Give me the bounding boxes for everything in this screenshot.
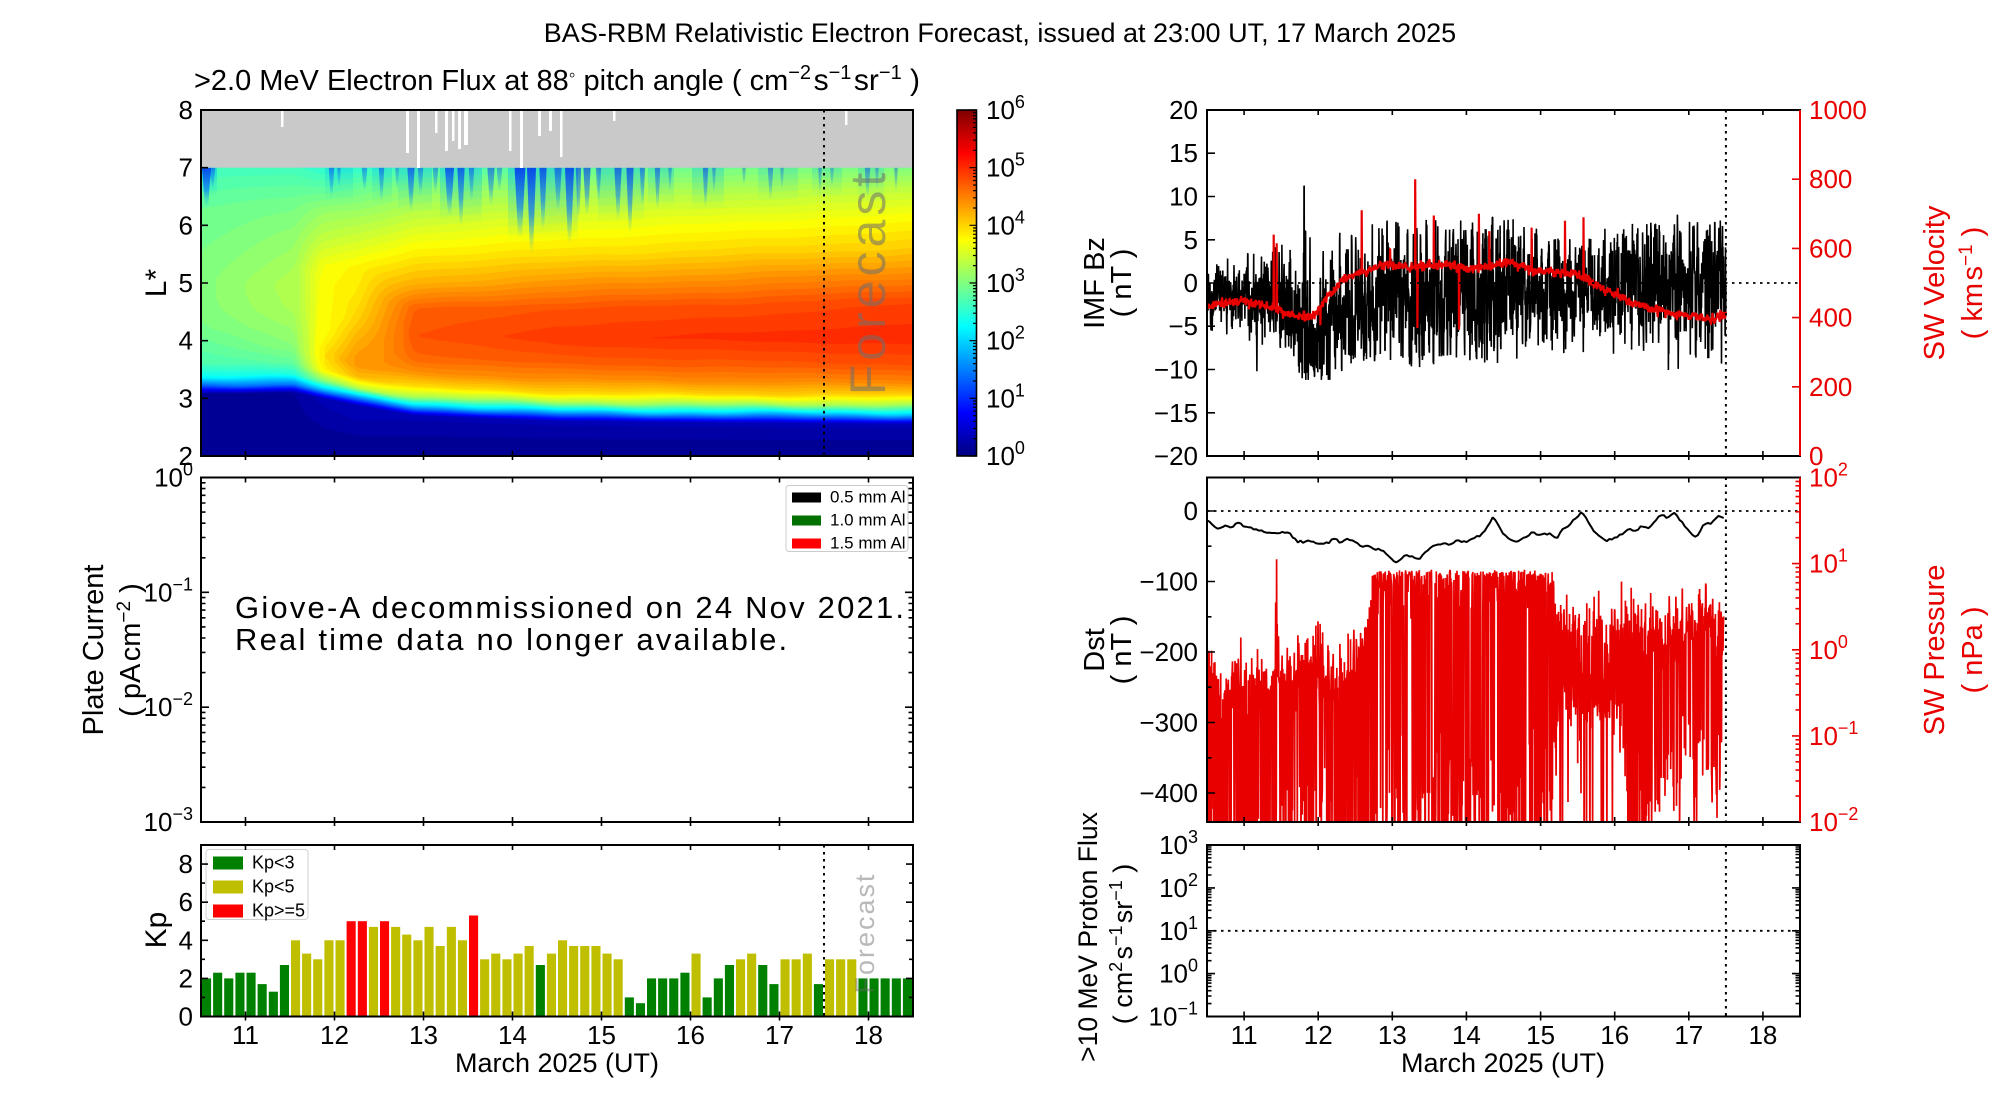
svg-text:1.0 mm Al: 1.0 mm Al [830,511,906,530]
svg-text:106: 106 [986,92,1025,125]
svg-text:1000: 1000 [1809,95,1867,125]
svg-text:6: 6 [179,887,193,917]
svg-text:0: 0 [1184,268,1198,298]
svg-text:1.5 mm Al: 1.5 mm Al [830,534,906,553]
svg-text:102: 102 [986,323,1025,356]
svg-text:−200: −200 [1139,637,1198,667]
svg-text:Kp: Kp [140,912,173,949]
svg-text:Real time data no longer avail: Real time data no longer available. [235,622,789,657]
svg-text:0: 0 [1809,441,1823,471]
svg-text:( pA cm−2 ): ( pA cm−2 ) [114,583,147,717]
svg-text:>2.0 MeV Electron Flux at 88◦: >2.0 MeV Electron Flux at 88◦ pitch angl… [194,62,920,97]
svg-text:10−3: 10−3 [144,804,193,837]
svg-text:4: 4 [179,326,193,356]
svg-text:14: 14 [1452,1020,1481,1050]
svg-text:800: 800 [1809,164,1852,194]
svg-text:( nT ): ( nT ) [1106,249,1138,318]
svg-text:( km s−1 ): ( km s−1 ) [1956,227,1989,340]
svg-text:13: 13 [1378,1020,1407,1050]
svg-text:Kp<3: Kp<3 [252,853,295,873]
svg-text:5: 5 [179,268,193,298]
svg-text:16: 16 [1600,1020,1629,1050]
svg-text:3: 3 [179,383,193,413]
svg-text:15: 15 [587,1020,616,1050]
svg-text:Dst: Dst [1079,628,1111,672]
svg-text:0: 0 [1184,496,1198,526]
svg-text:12: 12 [1304,1020,1333,1050]
svg-text:200: 200 [1809,372,1852,402]
svg-text:8: 8 [179,95,193,125]
svg-text:−400: −400 [1139,778,1198,808]
svg-text:−300: −300 [1139,708,1198,738]
svg-text:11: 11 [1231,1020,1258,1050]
svg-text:−5: −5 [1168,311,1198,341]
svg-text:13: 13 [409,1020,438,1050]
svg-text:101: 101 [1809,546,1848,579]
svg-text:( nT ): ( nT ) [1106,616,1138,685]
svg-text:IMF Bz: IMF Bz [1079,237,1111,329]
svg-text:March 2025 (UT): March 2025 (UT) [455,1048,659,1078]
svg-text:17: 17 [1674,1020,1703,1050]
svg-text:−100: −100 [1139,567,1198,597]
svg-text:600: 600 [1809,233,1852,263]
svg-text:>10 MeV Proton Flux: >10 MeV Proton Flux [1073,812,1103,1062]
svg-text:10−1: 10−1 [1809,718,1858,751]
svg-text:5: 5 [1184,225,1198,255]
svg-text:SW Velocity: SW Velocity [1919,205,1951,360]
svg-text:4: 4 [179,925,193,955]
svg-text:11: 11 [232,1020,259,1050]
svg-text:10−2: 10−2 [144,689,193,722]
svg-text:Forecast: Forecast [850,872,880,993]
svg-text:10: 10 [1169,182,1198,212]
svg-text:20: 20 [1169,95,1198,125]
svg-text:Forecast: Forecast [840,169,896,396]
svg-text:103: 103 [986,265,1025,298]
svg-text:17: 17 [765,1020,794,1050]
svg-text:−15: −15 [1154,398,1198,428]
svg-text:0.5 mm Al: 0.5 mm Al [830,488,906,507]
svg-text:10−1: 10−1 [1149,999,1198,1032]
svg-text:103: 103 [1159,827,1198,860]
svg-text:101: 101 [1159,913,1198,946]
svg-text:2: 2 [179,963,193,993]
svg-text:18: 18 [854,1020,883,1050]
svg-text:101: 101 [986,380,1025,413]
svg-text:7: 7 [179,153,193,183]
svg-text:105: 105 [986,150,1025,183]
svg-text:10−1: 10−1 [144,574,193,607]
svg-text:10−2: 10−2 [1809,804,1858,837]
svg-text:100: 100 [1809,632,1848,665]
svg-text:100: 100 [154,460,193,493]
svg-text:( nPa ): ( nPa ) [1957,606,1989,693]
svg-text:March 2025 (UT): March 2025 (UT) [1401,1048,1605,1078]
svg-text:SW Pressure: SW Pressure [1919,565,1951,736]
svg-text:L*: L* [140,268,173,297]
svg-text:400: 400 [1809,303,1852,333]
svg-text:15: 15 [1169,138,1198,168]
svg-text:2: 2 [179,441,193,471]
svg-text:100: 100 [986,438,1025,471]
svg-text:( cm2 s−1 sr−1 ): ( cm2 s−1 sr−1 ) [1106,864,1138,1025]
svg-text:0: 0 [179,1002,193,1032]
svg-text:14: 14 [498,1020,527,1050]
svg-text:100: 100 [1159,956,1198,989]
svg-text:−20: −20 [1154,441,1198,471]
svg-text:Kp<5: Kp<5 [252,877,295,897]
svg-text:104: 104 [986,207,1025,240]
svg-text:15: 15 [1526,1020,1555,1050]
svg-text:6: 6 [179,210,193,240]
svg-text:−10: −10 [1154,355,1198,385]
svg-text:18: 18 [1748,1020,1777,1050]
svg-text:12: 12 [320,1020,349,1050]
svg-text:Giove-A decommissioned on 24 N: Giove-A decommissioned on 24 Nov 2021. [235,590,906,625]
svg-text:Kp>=5: Kp>=5 [252,901,305,921]
svg-text:Plate Current: Plate Current [78,565,110,736]
svg-text:16: 16 [676,1020,705,1050]
svg-text:8: 8 [179,849,193,879]
svg-text:102: 102 [1809,460,1848,493]
svg-text:BAS-RBM Relativistic Electron: BAS-RBM Relativistic Electron Forecast, … [544,18,1456,48]
svg-text:102: 102 [1159,870,1198,903]
